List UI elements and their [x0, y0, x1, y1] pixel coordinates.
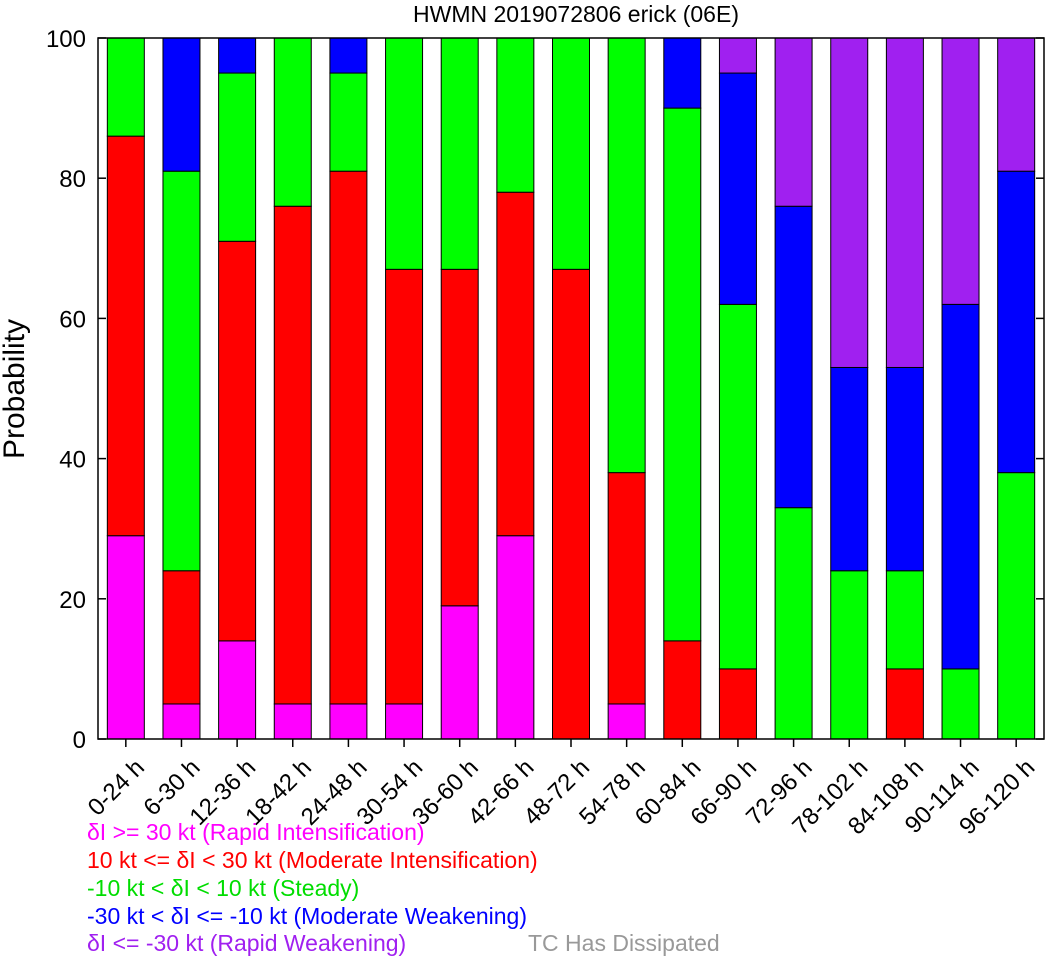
legend-tc-dissipated: TC Has Dissipated [528, 930, 720, 956]
bar-segment-3-series-3 [218, 72, 257, 242]
bar-segment-14-series-5 [830, 37, 869, 368]
bar-segment-15-series-3 [885, 570, 924, 670]
bar-segment-7-series-1 [440, 605, 479, 740]
bar-segment-4-series-3 [273, 37, 312, 207]
bar-segment-14-series-4 [830, 366, 869, 572]
bar-segment-2-series-3 [162, 170, 201, 572]
bar-segment-12-series-5 [718, 37, 757, 74]
bar-segment-1-series-2 [106, 135, 145, 537]
bar-segment-16-series-3 [941, 668, 980, 740]
bar-segment-2-series-1 [162, 703, 201, 740]
bar-segment-11-series-3 [663, 107, 702, 642]
legend-rapid-intensification: δI >= 30 kt (Rapid Intensification) [87, 819, 425, 845]
bar-segment-5-series-1 [329, 703, 368, 740]
bar-segment-12-series-2 [718, 668, 757, 740]
bar-segment-13-series-4 [774, 205, 813, 509]
bar-segment-3-series-2 [218, 240, 257, 642]
y-tick-label-100: 100 [46, 26, 86, 53]
bar-segment-12-series-4 [718, 72, 757, 305]
bar-segment-5-series-2 [329, 170, 368, 705]
bar-segment-9-series-2 [552, 268, 590, 740]
bar-segment-1-series-1 [106, 535, 145, 740]
y-axis-label: Probability [0, 319, 31, 459]
bar-segment-17-series-3 [997, 472, 1036, 740]
bar-segment-8-series-1 [496, 535, 535, 740]
bar-segment-15-series-4 [885, 366, 924, 572]
bar-segment-4-series-2 [273, 205, 312, 705]
bar-segment-6-series-2 [385, 268, 424, 705]
bar-segment-16-series-5 [941, 37, 980, 305]
bar-segment-13-series-3 [774, 507, 813, 740]
y-tick-label-20: 20 [59, 587, 86, 614]
bar-segment-13-series-5 [774, 37, 813, 207]
bar-segment-10-series-2 [607, 472, 646, 705]
bar-segment-14-series-3 [830, 570, 869, 740]
legend-steady: -10 kt < δI < 10 kt (Steady) [87, 875, 360, 901]
legend-moderate-weakening: -30 kt < δI <= -10 kt (Moderate Weakenin… [87, 903, 528, 929]
bar-segment-7-series-3 [440, 37, 479, 270]
bar-segment-3-series-1 [218, 640, 257, 740]
bar-segment-10-series-1 [607, 703, 646, 740]
legend-moderate-intensification: 10 kt <= δI < 30 kt (Moderate Intensific… [87, 847, 538, 873]
bar-segment-2-series-4 [162, 37, 201, 172]
bar-segment-15-series-5 [885, 37, 924, 368]
chart-title: HWMN 2019072806 erick (06E) [413, 1, 739, 27]
bar-segment-5-series-4 [329, 37, 368, 74]
bar-segment-12-series-3 [718, 303, 757, 670]
y-tick-label-60: 60 [59, 306, 86, 333]
bar-segment-8-series-2 [496, 191, 535, 537]
bar-segment-5-series-3 [329, 72, 368, 172]
bar-segment-1-series-3 [106, 37, 145, 137]
bar-segment-15-series-2 [885, 668, 924, 740]
legend-rapid-weakening: δI <= -30 kt (Rapid Weakening) [87, 930, 407, 956]
bar-segment-2-series-2 [162, 570, 201, 705]
bars-group [106, 37, 1036, 740]
bar-segment-16-series-4 [941, 303, 980, 670]
y-tick-label-0: 0 [73, 727, 86, 754]
bar-segment-7-series-2 [440, 268, 479, 607]
bar-segment-17-series-5 [997, 37, 1036, 172]
x-tick-label-1: 0-24 h [83, 754, 150, 821]
bar-segment-11-series-2 [663, 640, 702, 740]
bar-segment-17-series-4 [997, 170, 1036, 474]
bar-segment-3-series-4 [218, 37, 257, 74]
y-tick-label-40: 40 [59, 447, 86, 474]
bar-segment-6-series-3 [385, 37, 424, 270]
bar-segment-4-series-1 [273, 703, 312, 740]
bar-segment-6-series-1 [385, 703, 424, 740]
bar-segment-9-series-3 [552, 37, 590, 270]
y-tick-label-80: 80 [59, 166, 86, 193]
bar-segment-8-series-3 [496, 37, 535, 193]
bar-segment-10-series-3 [607, 37, 646, 474]
bar-segment-11-series-4 [663, 37, 702, 109]
